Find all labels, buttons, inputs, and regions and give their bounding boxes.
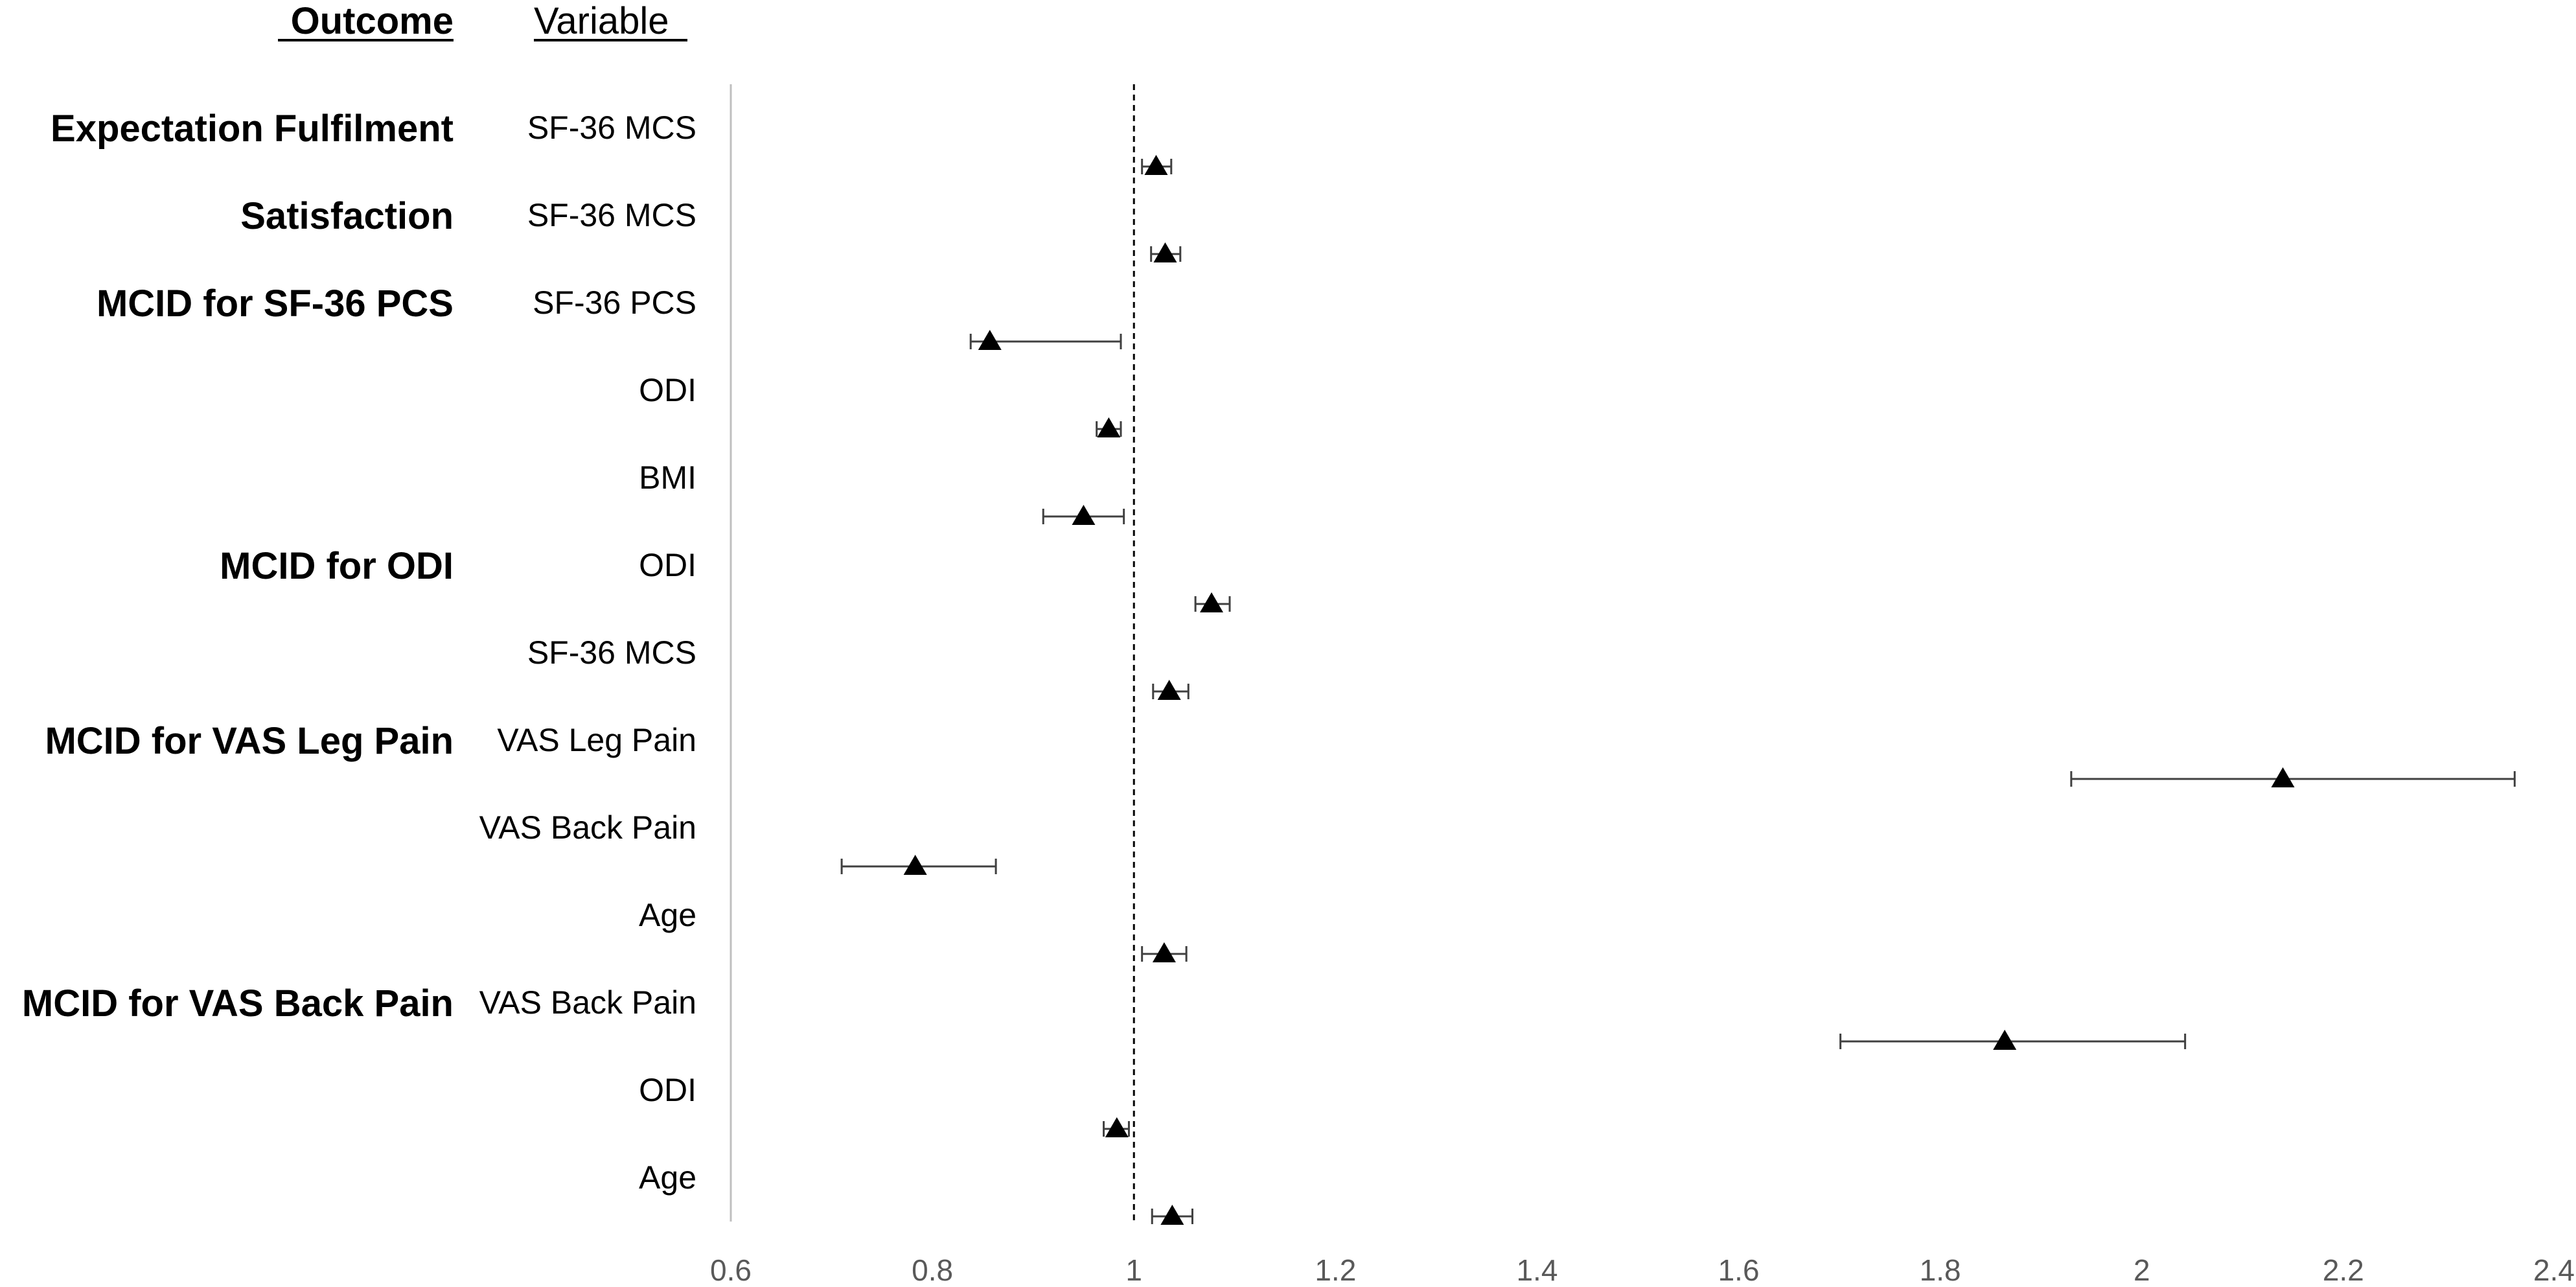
headers: Outcome Variable bbox=[278, 0, 687, 42]
variable-label: SF-36 PCS bbox=[533, 284, 696, 321]
x-tick-label: 2.2 bbox=[2323, 1253, 2364, 1287]
variable-label: VAS Back Pain bbox=[479, 809, 696, 846]
estimate-marker bbox=[1144, 155, 1168, 175]
outcome-label: MCID for VAS Back Pain bbox=[22, 982, 454, 1025]
outcome-label: Satisfaction bbox=[240, 195, 454, 237]
x-tick-label: 1.4 bbox=[1516, 1253, 1558, 1287]
estimate-marker bbox=[1153, 242, 1177, 262]
estimate-marker bbox=[1157, 680, 1181, 700]
variable-label: BMI bbox=[639, 459, 696, 496]
variable-label: VAS Leg Pain bbox=[497, 722, 696, 758]
x-tick-label: 2.4 bbox=[2533, 1253, 2575, 1287]
estimate-marker bbox=[1160, 1205, 1184, 1225]
variable-label: ODI bbox=[639, 1072, 696, 1108]
outcome-column-header: Outcome bbox=[291, 0, 454, 42]
x-tick-label: 0.6 bbox=[710, 1253, 752, 1287]
estimate-marker bbox=[1072, 505, 1096, 525]
variable-label: SF-36 MCS bbox=[527, 634, 696, 671]
data-marks bbox=[840, 155, 2516, 1225]
estimate-marker bbox=[1097, 417, 1121, 437]
estimate-marker bbox=[1200, 592, 1223, 612]
x-tick-label: 2 bbox=[2133, 1253, 2150, 1287]
estimate-marker bbox=[1993, 1030, 2017, 1050]
x-tick-label: 1 bbox=[1125, 1253, 1142, 1287]
outcome-label: MCID for SF-36 PCS bbox=[97, 283, 454, 325]
estimate-marker bbox=[2271, 767, 2295, 787]
estimate-marker bbox=[903, 855, 927, 875]
variable-column-header: Variable bbox=[534, 0, 669, 42]
outcome-label: MCID for VAS Leg Pain bbox=[45, 720, 454, 762]
x-tick-label: 1.6 bbox=[1718, 1253, 1760, 1287]
x-tick-label: 1.8 bbox=[1920, 1253, 1961, 1287]
estimate-marker bbox=[1152, 942, 1176, 962]
variable-label: Age bbox=[639, 1159, 696, 1196]
x-axis: 0.6 0.8 1 1.2 1.4 1.6 1.8 2 2.2 2.4 bbox=[710, 84, 2575, 1287]
row-labels: Expectation Fulfilment SF-36 MCS Satisfact… bbox=[22, 108, 696, 1196]
x-tick-label: 1.2 bbox=[1315, 1253, 1356, 1287]
variable-label: VAS Back Pain bbox=[479, 984, 696, 1021]
estimate-marker bbox=[1105, 1117, 1129, 1137]
x-tick-label: 0.8 bbox=[912, 1253, 953, 1287]
outcome-label: Expectation Fulfilment bbox=[51, 108, 454, 150]
variable-label: SF-36 MCS bbox=[527, 110, 696, 146]
variable-label: ODI bbox=[639, 372, 696, 408]
variable-label: Age bbox=[639, 897, 696, 933]
estimate-marker bbox=[978, 330, 1002, 350]
variable-label: SF-36 MCS bbox=[527, 197, 696, 233]
variable-label: ODI bbox=[639, 547, 696, 583]
outcome-label: MCID for ODI bbox=[220, 545, 454, 587]
